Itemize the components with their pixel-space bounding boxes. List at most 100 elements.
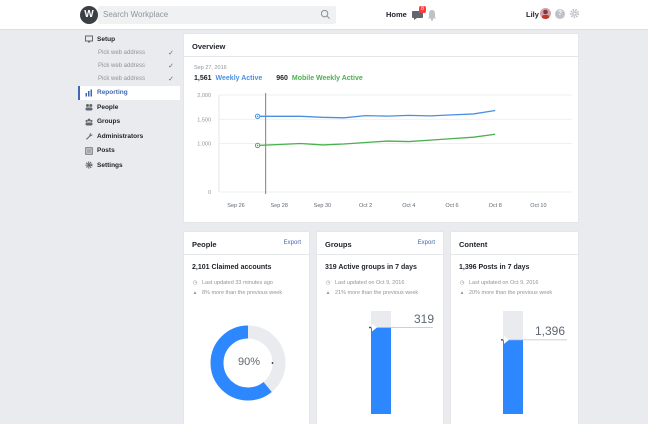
- mobile-active-value: 960: [276, 75, 288, 82]
- sidebar-item-label: Settings: [97, 161, 123, 169]
- weekly-active-label[interactable]: Weekly Active: [215, 75, 263, 82]
- divider: [184, 254, 309, 255]
- y-tick-label: 0: [208, 190, 211, 196]
- x-tick-label: Sep 28: [270, 203, 287, 209]
- donut-pointer-dot: [271, 362, 274, 364]
- user-name[interactable]: Lily: [526, 10, 539, 19]
- bar-fill: [371, 327, 391, 414]
- content-card: Content 1,396 Posts in 7 days ◷ Last upda…: [450, 231, 579, 424]
- sidebar-item-people[interactable]: People: [78, 100, 180, 115]
- x-tick-label: Oct 2: [359, 203, 372, 209]
- people-change-text: 8% more than the previous week: [202, 290, 283, 296]
- people-updated: ◷ Last updated 33 minutes ago: [192, 280, 273, 286]
- series-line-weekly-active: [257, 109, 496, 119]
- setup-step-pick-web-address[interactable]: Pick web address ✓: [78, 73, 180, 86]
- bell-icon[interactable]: [426, 8, 438, 22]
- sidebar-item-reporting[interactable]: Reporting: [78, 85, 180, 100]
- monitor-icon: [85, 35, 93, 43]
- content-updated-text: Last updated on Oct 9, 2016: [469, 280, 539, 286]
- people-card: People Export 2,101 Claimed accounts ◷ La…: [183, 231, 310, 424]
- divider: [184, 56, 578, 57]
- groups-change-text: 21% more than the previous week: [335, 290, 419, 296]
- groups-icon: [85, 118, 93, 126]
- checkmark-icon: ✓: [168, 62, 174, 70]
- y-tick-label: 1,000: [197, 142, 211, 148]
- wrench-icon: [86, 133, 93, 141]
- posts-icon: [85, 147, 93, 155]
- posts-count: 1,396 Posts in 7 days: [459, 264, 530, 271]
- workplace-logo[interactable]: W: [80, 6, 98, 24]
- content-updated: ◷ Last updated on Oct 9, 2016: [459, 280, 539, 286]
- sidebar-item-label: Administrators: [97, 132, 144, 140]
- sidebar-item-label: Reporting: [97, 89, 128, 97]
- y-tick-label: 1,500: [197, 117, 211, 123]
- checkmark-icon: ✓: [168, 49, 174, 57]
- search-input[interactable]: Search Workplace: [98, 6, 336, 24]
- bar-pointer-dot: [369, 326, 371, 329]
- bar-pointer: [372, 323, 377, 332]
- home-link[interactable]: Home: [386, 10, 407, 19]
- overview-title: Overview: [192, 42, 226, 51]
- groups-bar-chart: [369, 311, 433, 414]
- sidebar: Setup Pick web address ✓ Pick web address ✓ P…: [78, 32, 180, 173]
- people-export-link[interactable]: Export: [283, 240, 301, 246]
- groups-card: Groups Export 319 Active groups in 7 day…: [316, 231, 444, 424]
- gear-icon: [85, 161, 93, 169]
- checkmark-icon: ✓: [168, 75, 174, 83]
- overview-date: Sep 27, 2016: [194, 65, 227, 71]
- weekly-active-value: 1,561: [194, 75, 212, 82]
- people-title: People: [192, 240, 217, 249]
- people-change: ▴ 8% more than the previous week: [192, 290, 283, 296]
- settings-gear-icon[interactable]: [569, 8, 580, 19]
- setup-step-label: Pick web address: [98, 76, 146, 82]
- setup-step-label: Pick web address: [98, 50, 146, 56]
- search-placeholder: Search Workplace: [103, 10, 169, 19]
- x-tick-label: Oct 4: [402, 203, 415, 209]
- setup-step-pick-web-address[interactable]: Pick web address ✓: [78, 60, 180, 73]
- claimed-accounts: 2,101 Claimed accounts: [192, 264, 272, 271]
- clock-icon: ◷: [459, 280, 465, 286]
- series-line-mobile-weekly-active: [257, 133, 496, 147]
- bar-fill: [503, 339, 523, 414]
- chat-icon[interactable]: [411, 8, 425, 22]
- divider: [317, 254, 443, 255]
- up-arrow-icon: ▴: [326, 290, 330, 296]
- active-groups: 319 Active groups in 7 days: [325, 264, 417, 271]
- avatar[interactable]: [540, 8, 551, 19]
- groups-export-link[interactable]: Export: [417, 240, 435, 246]
- search-icon[interactable]: [320, 9, 331, 20]
- sidebar-item-label: Posts: [97, 147, 115, 155]
- mobile-active-label[interactable]: Mobile Weekly Active: [291, 75, 363, 82]
- top-bar: W Search Workplace Home 8 Lily ?: [0, 0, 648, 30]
- series-point-center: [256, 144, 259, 147]
- help-icon[interactable]: ?: [555, 9, 565, 19]
- overview-card: Overview Sep 27, 2016 1,561 Weekly Activ…: [183, 33, 579, 223]
- x-tick-label: Oct 6: [445, 203, 458, 209]
- x-tick-label: Sep 30: [314, 203, 331, 209]
- x-tick-label: Oct 10: [530, 203, 546, 209]
- chart-icon: [85, 89, 92, 97]
- overview-legend: 1,561 Weekly Active 960 Mobile Weekly Ac…: [194, 75, 363, 82]
- divider: [451, 254, 578, 255]
- bar-pointer-dot: [501, 338, 503, 341]
- donut-fill: [210, 325, 286, 401]
- people-updated-text: Last updated 33 minutes ago: [202, 280, 273, 286]
- sidebar-item-setup[interactable]: Setup: [78, 32, 180, 47]
- people-percent-label: 90%: [238, 356, 261, 368]
- setup-step-pick-web-address[interactable]: Pick web address ✓: [78, 47, 180, 60]
- groups-value-label: 319: [414, 312, 435, 326]
- groups-title: Groups: [325, 240, 352, 249]
- content-change: ▴ 20% more than the previous week: [459, 290, 553, 296]
- y-tick-label: 2,000: [197, 93, 211, 99]
- setup-step-label: Pick web address: [98, 63, 146, 69]
- sidebar-item-administrators[interactable]: Administrators: [78, 129, 180, 144]
- clock-icon: ◷: [325, 280, 331, 286]
- sidebar-item-settings[interactable]: Settings: [78, 158, 180, 173]
- donut-pointer: [269, 360, 274, 366]
- content-value-label: 1,396: [535, 324, 566, 338]
- groups-updated: ◷ Last updated on Oct 9, 2016: [325, 280, 405, 286]
- sidebar-item-groups[interactable]: Groups: [78, 115, 180, 130]
- sidebar-item-posts[interactable]: Posts: [78, 144, 180, 159]
- groups-change: ▴ 21% more than the previous week: [325, 290, 419, 296]
